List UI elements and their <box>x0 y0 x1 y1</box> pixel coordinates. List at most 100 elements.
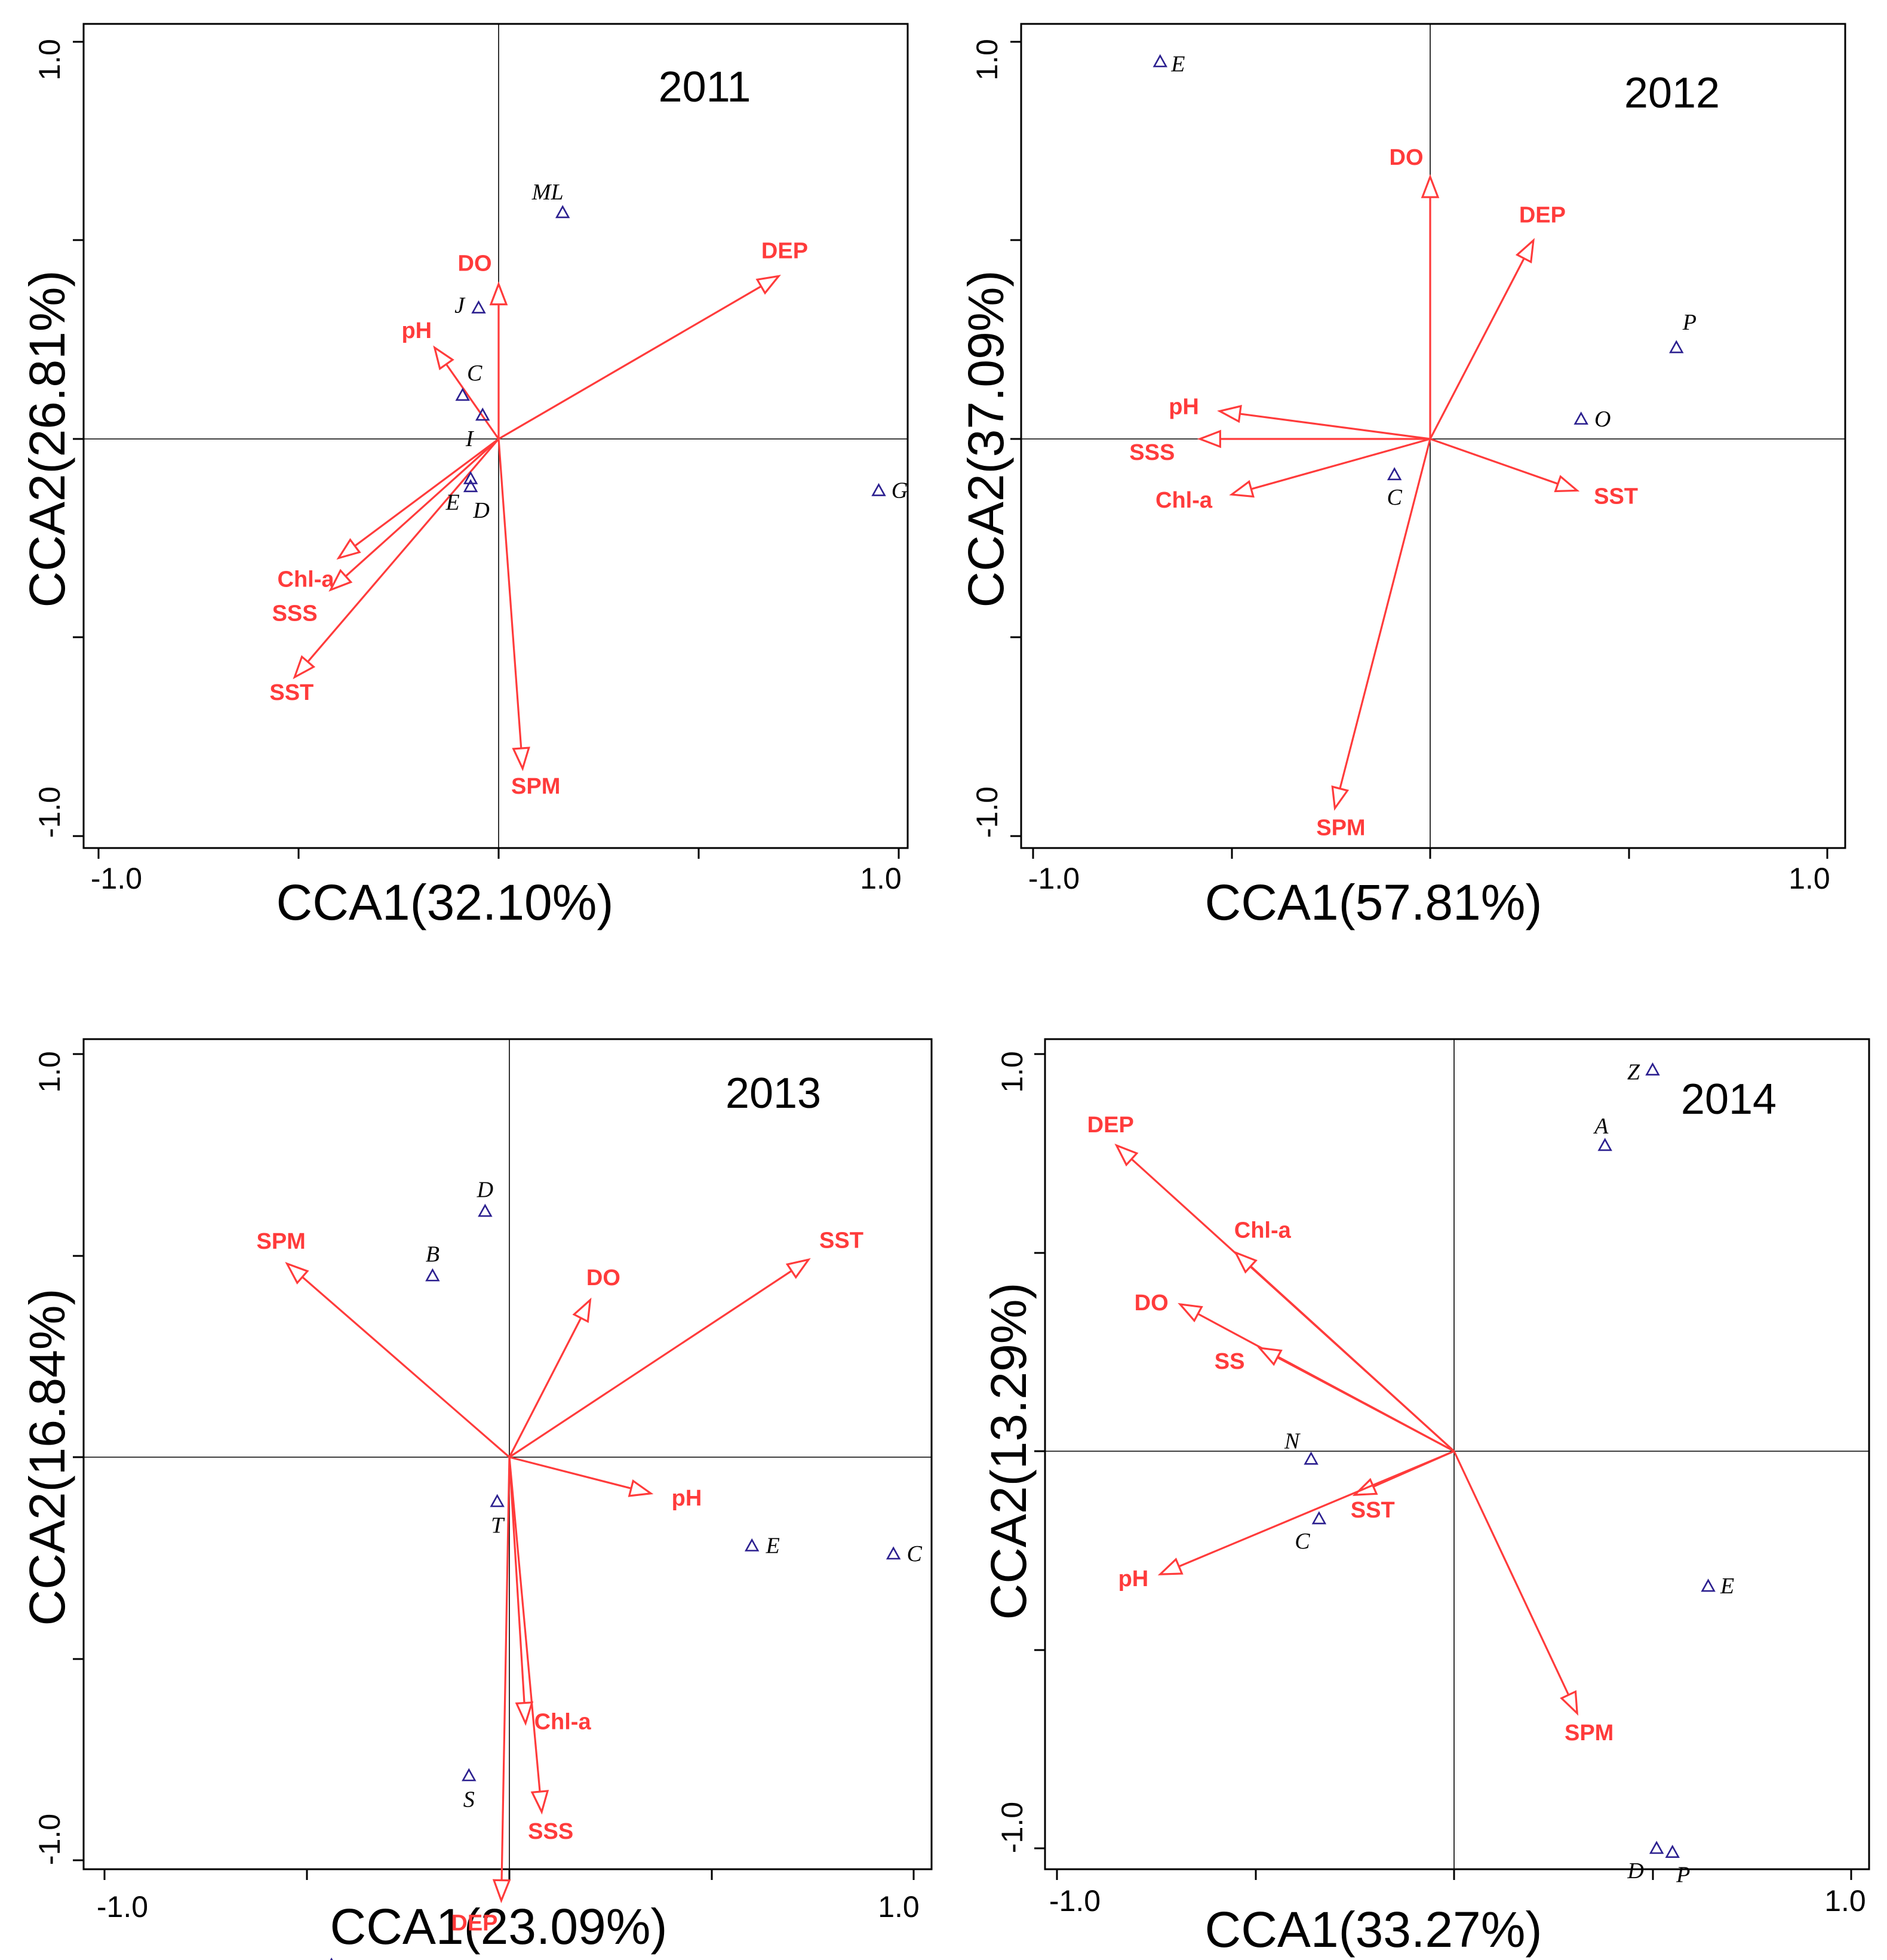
site-points: Z A N C E D P <box>1284 1060 1734 1888</box>
x-tick-label-max: 1.0 <box>1788 862 1830 895</box>
vector-line <box>1453 1451 1570 1695</box>
site-label: C <box>906 1541 922 1566</box>
vector-ph: pH <box>509 1456 702 1511</box>
x-axis-title: CCA1(33.27%) <box>1205 1901 1542 1958</box>
plot-frame <box>1020 23 1846 849</box>
vector-dep: DEP <box>451 1457 511 1936</box>
site-p: P <box>1665 1844 1690 1888</box>
vector-arrowhead <box>785 1258 811 1279</box>
site-marker <box>871 483 886 496</box>
environmental-vectors: SPM DO SST pH Chl-a SSS DEP <box>256 1228 863 1936</box>
environmental-vectors: DEP Chl-a DO SS SST pH SPM <box>1087 1113 1614 1746</box>
y-tick-label-min: -1.0 <box>33 1814 66 1865</box>
y-tick-label-max: 1.0 <box>970 39 1004 81</box>
y-tick-label-min: -1.0 <box>33 787 66 838</box>
vector-label: Chl-a <box>278 567 335 592</box>
vector-line <box>508 1317 582 1458</box>
site-marker <box>1304 1451 1319 1465</box>
site-label: N <box>1284 1428 1301 1454</box>
site-s: S <box>462 1768 477 1812</box>
vector-line <box>307 438 500 663</box>
y-axis-title: CCA2(16.84%) <box>19 1289 75 1626</box>
vector-arrowhead <box>755 275 781 295</box>
vector-label: SPM <box>256 1229 305 1254</box>
site-marker <box>1649 1841 1664 1854</box>
site-label: S <box>463 1787 475 1812</box>
site-g: G <box>871 478 908 503</box>
site-marker <box>478 1203 493 1217</box>
vector-label: SSS <box>1129 440 1175 465</box>
vector-do: DO <box>508 1265 620 1458</box>
site-z: Z <box>1627 1060 1660 1085</box>
site-ml: ML <box>531 180 570 219</box>
site-label: P <box>1682 310 1697 335</box>
panel-2011: -1.0 1.0 1.0 -1.0 CCA1(32.10%) CCA2(26.8… <box>19 23 909 930</box>
vector-label: SSS <box>528 1819 573 1844</box>
site-label: O <box>1594 407 1611 432</box>
site-n: N <box>1284 1428 1319 1465</box>
vector-line <box>500 1457 511 1881</box>
environmental-vectors: DO pH DEP Chl-a SSS SST SPM <box>269 238 808 799</box>
site-label: C <box>1295 1529 1310 1554</box>
vector-label: SPM <box>1565 1721 1614 1746</box>
vector-arrowhead <box>293 655 316 680</box>
site-marker <box>1645 1062 1660 1076</box>
vector-line <box>509 1270 792 1458</box>
vector-arrowhead <box>1157 1557 1184 1575</box>
site-label: C <box>1387 485 1402 510</box>
vector-arrowhead <box>628 1479 654 1497</box>
panel-2014: -1.0 1.0 1.0 -1.0 CCA1(33.27%) CCA2(13.2… <box>981 1038 1870 1958</box>
site-label: D <box>472 498 489 523</box>
year-label: 2011 <box>659 63 751 111</box>
site-i: I <box>465 407 490 451</box>
vector-label: DO <box>586 1265 620 1291</box>
vector-arrowhead <box>1217 404 1242 423</box>
site-marker <box>1665 1844 1680 1858</box>
vector-sss: SSS <box>1129 429 1430 465</box>
vector-line <box>509 1456 632 1489</box>
vector-label: SS <box>1215 1349 1245 1374</box>
vector-label: Chl-a <box>1234 1218 1292 1243</box>
plot-frame <box>82 1038 933 1870</box>
site-d: D <box>1627 1841 1664 1884</box>
site-label: D <box>1627 1858 1643 1884</box>
site-label: C <box>467 361 482 386</box>
x-axis-title: CCA1(23.09%) <box>330 1898 668 1955</box>
panel-2013: -1.0 1.0 1.0 -1.0 CCA1(23.09%) CCA2(16.8… <box>19 1038 933 1960</box>
y-tick-label-max: 1.0 <box>995 1051 1029 1093</box>
vector-sss: SSS <box>272 438 500 626</box>
vector-arrowhead <box>1560 1690 1579 1716</box>
y-tick-label-max: 1.0 <box>33 1051 66 1093</box>
vector-spm: SPM <box>256 1229 511 1458</box>
vector-arrowhead <box>1515 238 1535 264</box>
vector-line <box>498 285 762 440</box>
vector-spm: SPM <box>1453 1451 1614 1746</box>
vector-label: pH <box>672 1486 702 1511</box>
vector-line <box>345 438 500 577</box>
site-marker <box>425 1268 440 1282</box>
site-c: C <box>1387 467 1402 510</box>
vector-label: DEP <box>761 238 808 263</box>
vector-label: SST <box>819 1228 863 1253</box>
site-c: C <box>455 361 482 401</box>
site-marker <box>1573 411 1588 425</box>
site-e: E <box>1701 1574 1734 1599</box>
site-label: ML <box>531 180 564 205</box>
vector-arrowhead <box>572 1297 592 1323</box>
vector-label: SPM <box>511 774 560 799</box>
x-axis-title: CCA1(57.81%) <box>1205 874 1542 930</box>
vector-chl-a: Chl-a <box>1155 438 1431 513</box>
plot-frame <box>82 23 909 849</box>
vector-arrowhead <box>1257 1347 1283 1366</box>
vector-label: DO <box>1390 145 1424 170</box>
vector-label: Chl-a <box>534 1710 592 1735</box>
vector-arrowhead <box>1421 174 1440 198</box>
site-label: A <box>1593 1114 1609 1139</box>
site-label: P <box>1676 1863 1690 1888</box>
site-e: E <box>744 1534 780 1559</box>
site-label: E <box>1170 51 1185 76</box>
vector-sss: SSS <box>508 1457 573 1844</box>
vector-arrowhead <box>489 281 508 306</box>
vector-label: DO <box>1135 1291 1169 1316</box>
